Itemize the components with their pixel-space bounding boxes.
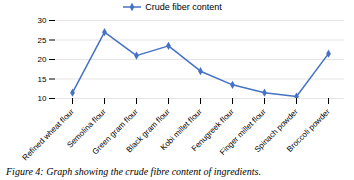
svg-text:Spinach powder: Spinach powder: [252, 107, 300, 155]
html-text:Crude fiber content: Crude fiber content: [145, 2, 222, 12]
svg-text:10: 10: [38, 94, 47, 103]
svg-text:15: 15: [38, 75, 47, 84]
svg-text:Black gram flour: Black gram flour: [124, 107, 172, 155]
svg-text:20: 20: [38, 55, 47, 64]
svg-text:25: 25: [38, 36, 47, 45]
svg-text:Refined wheat flour: Refined wheat flour: [21, 107, 76, 162]
svg-text:Broccoli powder: Broccoli powder: [285, 107, 332, 154]
svg-text:Finger millet flour: Finger millet flour: [218, 107, 268, 157]
html-text:Figure 4: Graph showing the cr: Figure 4: Graph showing the crude fibre …: [6, 166, 261, 177]
svg-text:30: 30: [38, 16, 47, 25]
svg-text:Green gram flour: Green gram flour: [90, 107, 140, 157]
svg-text:Semolina flour: Semolina flour: [65, 107, 108, 150]
svg-text:Fenugreek flour: Fenugreek flour: [189, 107, 236, 154]
svg-text:Kobi millet flour: Kobi millet flour: [158, 107, 204, 153]
